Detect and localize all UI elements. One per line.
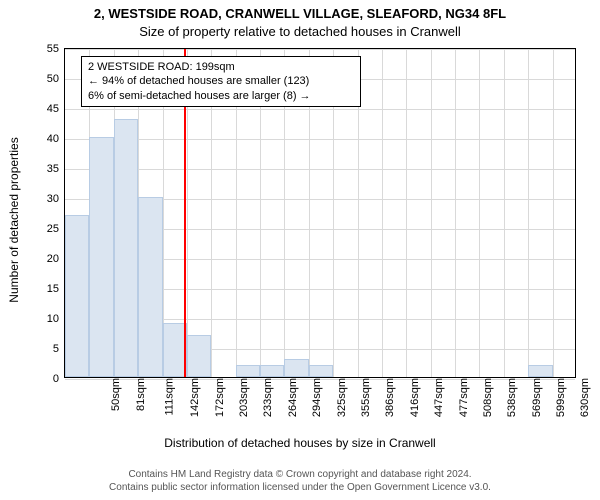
annotation-line: ← 94% of detached houses are smaller (12…: [88, 74, 354, 88]
bar: [114, 119, 138, 377]
y-tick: 30: [47, 193, 59, 205]
x-tick: 142sqm: [189, 378, 201, 417]
y-tick: 45: [47, 103, 59, 115]
x-tick: 569sqm: [531, 378, 543, 417]
x-tick: 111sqm: [163, 378, 175, 416]
x-tick: 599sqm: [555, 378, 567, 417]
bar: [138, 197, 162, 377]
chart-title-subtitle: Size of property relative to detached ho…: [0, 24, 600, 39]
annotation-line: 6% of semi-detached houses are larger (8…: [88, 89, 354, 103]
x-tick: 264sqm: [287, 378, 299, 417]
bar: [284, 359, 308, 377]
x-tick: 294sqm: [311, 378, 323, 417]
bar: [187, 335, 211, 377]
x-tick: 508sqm: [482, 378, 494, 417]
annotation-box: 2 WESTSIDE ROAD: 199sqm← 94% of detached…: [81, 56, 361, 107]
y-tick: 5: [53, 343, 59, 355]
bar: [260, 365, 284, 377]
y-tick: 40: [47, 133, 59, 145]
x-tick: 50sqm: [110, 378, 122, 411]
x-tick: 538sqm: [506, 378, 518, 417]
x-tick: 447sqm: [433, 378, 445, 417]
y-tick: 35: [47, 163, 59, 175]
bar: [528, 365, 552, 377]
chart-title-address: 2, WESTSIDE ROAD, CRANWELL VILLAGE, SLEA…: [0, 6, 600, 21]
bar: [309, 365, 333, 377]
bar: [89, 137, 113, 377]
y-tick: 15: [47, 283, 59, 295]
footer-line2: Contains public sector information licen…: [0, 481, 600, 494]
x-tick: 172sqm: [214, 378, 226, 417]
x-tick: 355sqm: [360, 378, 372, 417]
y-tick: 25: [47, 223, 59, 235]
y-tick: 0: [53, 373, 59, 385]
footer-line1: Contains HM Land Registry data © Crown c…: [0, 468, 600, 481]
x-tick: 477sqm: [458, 378, 470, 417]
y-axis-label: Number of detached properties: [7, 55, 21, 385]
x-tick: 203sqm: [238, 378, 250, 417]
y-tick: 55: [47, 43, 59, 55]
x-tick: 81sqm: [135, 378, 147, 411]
footer-attribution: Contains HM Land Registry data © Crown c…: [0, 468, 600, 494]
y-tick: 20: [47, 253, 59, 265]
x-tick: 630sqm: [580, 378, 592, 417]
plot-area: 0510152025303540455055 50sqm81sqm111sqm1…: [64, 48, 576, 378]
annotation-line: 2 WESTSIDE ROAD: 199sqm: [88, 60, 354, 74]
x-tick: 325sqm: [336, 378, 348, 417]
bar: [236, 365, 260, 377]
y-tick: 10: [47, 313, 59, 325]
x-tick: 416sqm: [409, 378, 421, 417]
x-tick: 386sqm: [385, 378, 397, 417]
x-axis-label: Distribution of detached houses by size …: [0, 436, 600, 450]
x-tick: 233sqm: [263, 378, 275, 417]
property-size-chart: 2, WESTSIDE ROAD, CRANWELL VILLAGE, SLEA…: [0, 0, 600, 500]
y-tick: 50: [47, 73, 59, 85]
bar: [65, 215, 89, 377]
